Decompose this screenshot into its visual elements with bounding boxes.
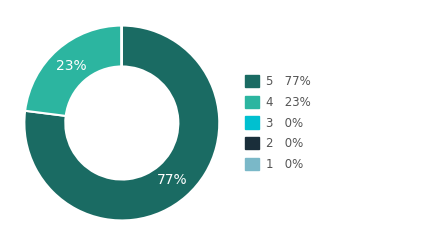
Text: 23%: 23%	[56, 59, 87, 73]
Text: 77%: 77%	[157, 173, 187, 187]
Wedge shape	[25, 26, 122, 116]
Legend: 5   77%, 4   23%, 3   0%, 2   0%, 1   0%: 5 77%, 4 23%, 3 0%, 2 0%, 1 0%	[245, 75, 311, 171]
Wedge shape	[24, 26, 219, 220]
